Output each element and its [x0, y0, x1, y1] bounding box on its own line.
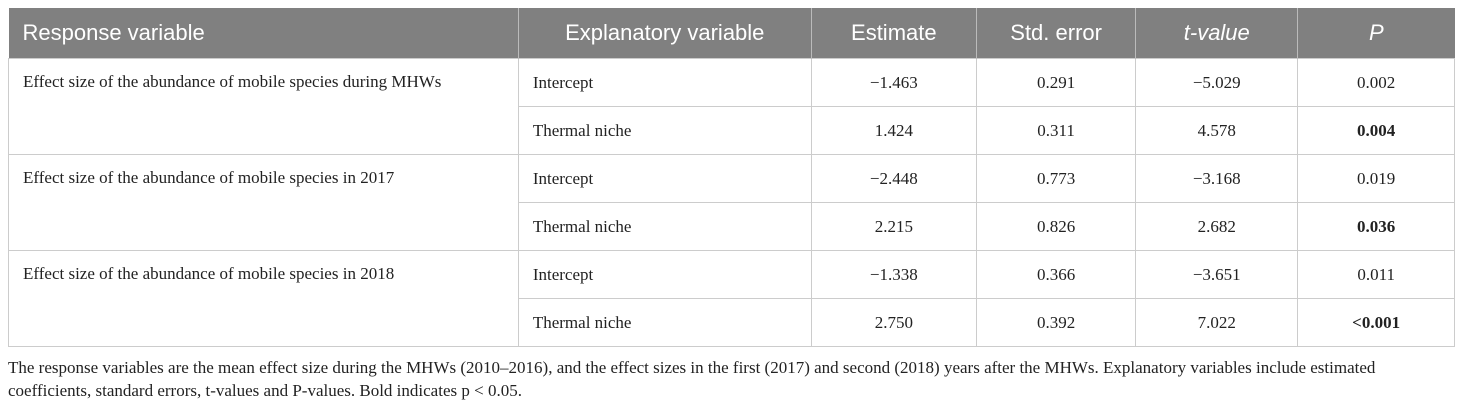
- t-value-cell: −5.029: [1135, 58, 1299, 107]
- p-cell: <0.001: [1297, 298, 1455, 347]
- explanatory-cell: Intercept: [517, 58, 812, 107]
- estimate-cell: 1.424: [810, 106, 977, 155]
- header-cell: Response variable: [8, 8, 519, 59]
- p-cell: 0.002: [1297, 58, 1455, 107]
- header-cell: Explanatory variable: [517, 8, 812, 59]
- explanatory-cell: Intercept: [517, 154, 812, 203]
- std-error-cell: 0.392: [975, 298, 1137, 347]
- header-row: Response variable Explanatory variable Est…: [8, 8, 1455, 59]
- std-error-cell: 0.291: [975, 58, 1137, 107]
- std-error-cell: 0.366: [975, 250, 1137, 299]
- response-cell: Effect size of the abundance of mobile s…: [8, 250, 519, 347]
- std-error-cell: 0.773: [975, 154, 1137, 203]
- std-error-cell: 0.311: [975, 106, 1137, 155]
- footnote: The response variables are the mean effe…: [8, 358, 1376, 400]
- estimate-cell: −1.338: [810, 250, 977, 299]
- estimate-cell: −1.463: [810, 58, 977, 107]
- explanatory-cell: Thermal niche: [517, 202, 812, 251]
- p-cell: 0.011: [1297, 250, 1455, 299]
- t-value-cell: 2.682: [1135, 202, 1299, 251]
- table-body: Effect size of the abundance of mobile s…: [8, 58, 1455, 347]
- std-error-cell: 0.826: [975, 202, 1137, 251]
- table-row: Effect size of the abundance of mobile s…: [8, 250, 1455, 347]
- t-value-cell: 7.022: [1135, 298, 1299, 347]
- table-row: Thermal niche 2.750 0.392 7.022 <0.001: [9, 298, 1455, 347]
- explanatory-cell: Intercept: [517, 250, 812, 299]
- t-value-cell: 4.578: [1135, 106, 1299, 155]
- estimate-cell: 2.215: [810, 202, 977, 251]
- explanatory-cell: Thermal niche: [517, 106, 812, 155]
- p-cell: 0.019: [1297, 154, 1455, 203]
- response-cell: Effect size of the abundance of mobile s…: [8, 58, 519, 155]
- explanatory-cell: Thermal niche: [517, 298, 812, 347]
- header-cell: Estimate: [810, 8, 977, 59]
- table-row: Thermal niche 2.215 0.826 2.682 0.036: [9, 202, 1455, 251]
- p-cell: 0.004: [1297, 106, 1455, 155]
- table-row: Thermal niche 1.424 0.311 4.578 0.004: [9, 106, 1455, 155]
- estimate-cell: 2.750: [810, 298, 977, 347]
- estimate-cell: −2.448: [810, 154, 977, 203]
- header-cell: t-value: [1135, 8, 1298, 59]
- p-cell: 0.036: [1297, 202, 1455, 251]
- table-row: Effect size of the abundance of mobile s…: [8, 58, 1455, 155]
- header-cell: P: [1297, 8, 1455, 59]
- table-row: Effect size of the abundance of mobile s…: [8, 154, 1455, 251]
- t-value-cell: −3.168: [1135, 154, 1299, 203]
- t-value-cell: −3.651: [1135, 250, 1299, 299]
- results-table: Response variable Explanatory variable Est…: [8, 8, 1455, 347]
- response-cell: Effect size of the abundance of mobile s…: [8, 154, 519, 251]
- header-cell: Std. error: [975, 8, 1136, 59]
